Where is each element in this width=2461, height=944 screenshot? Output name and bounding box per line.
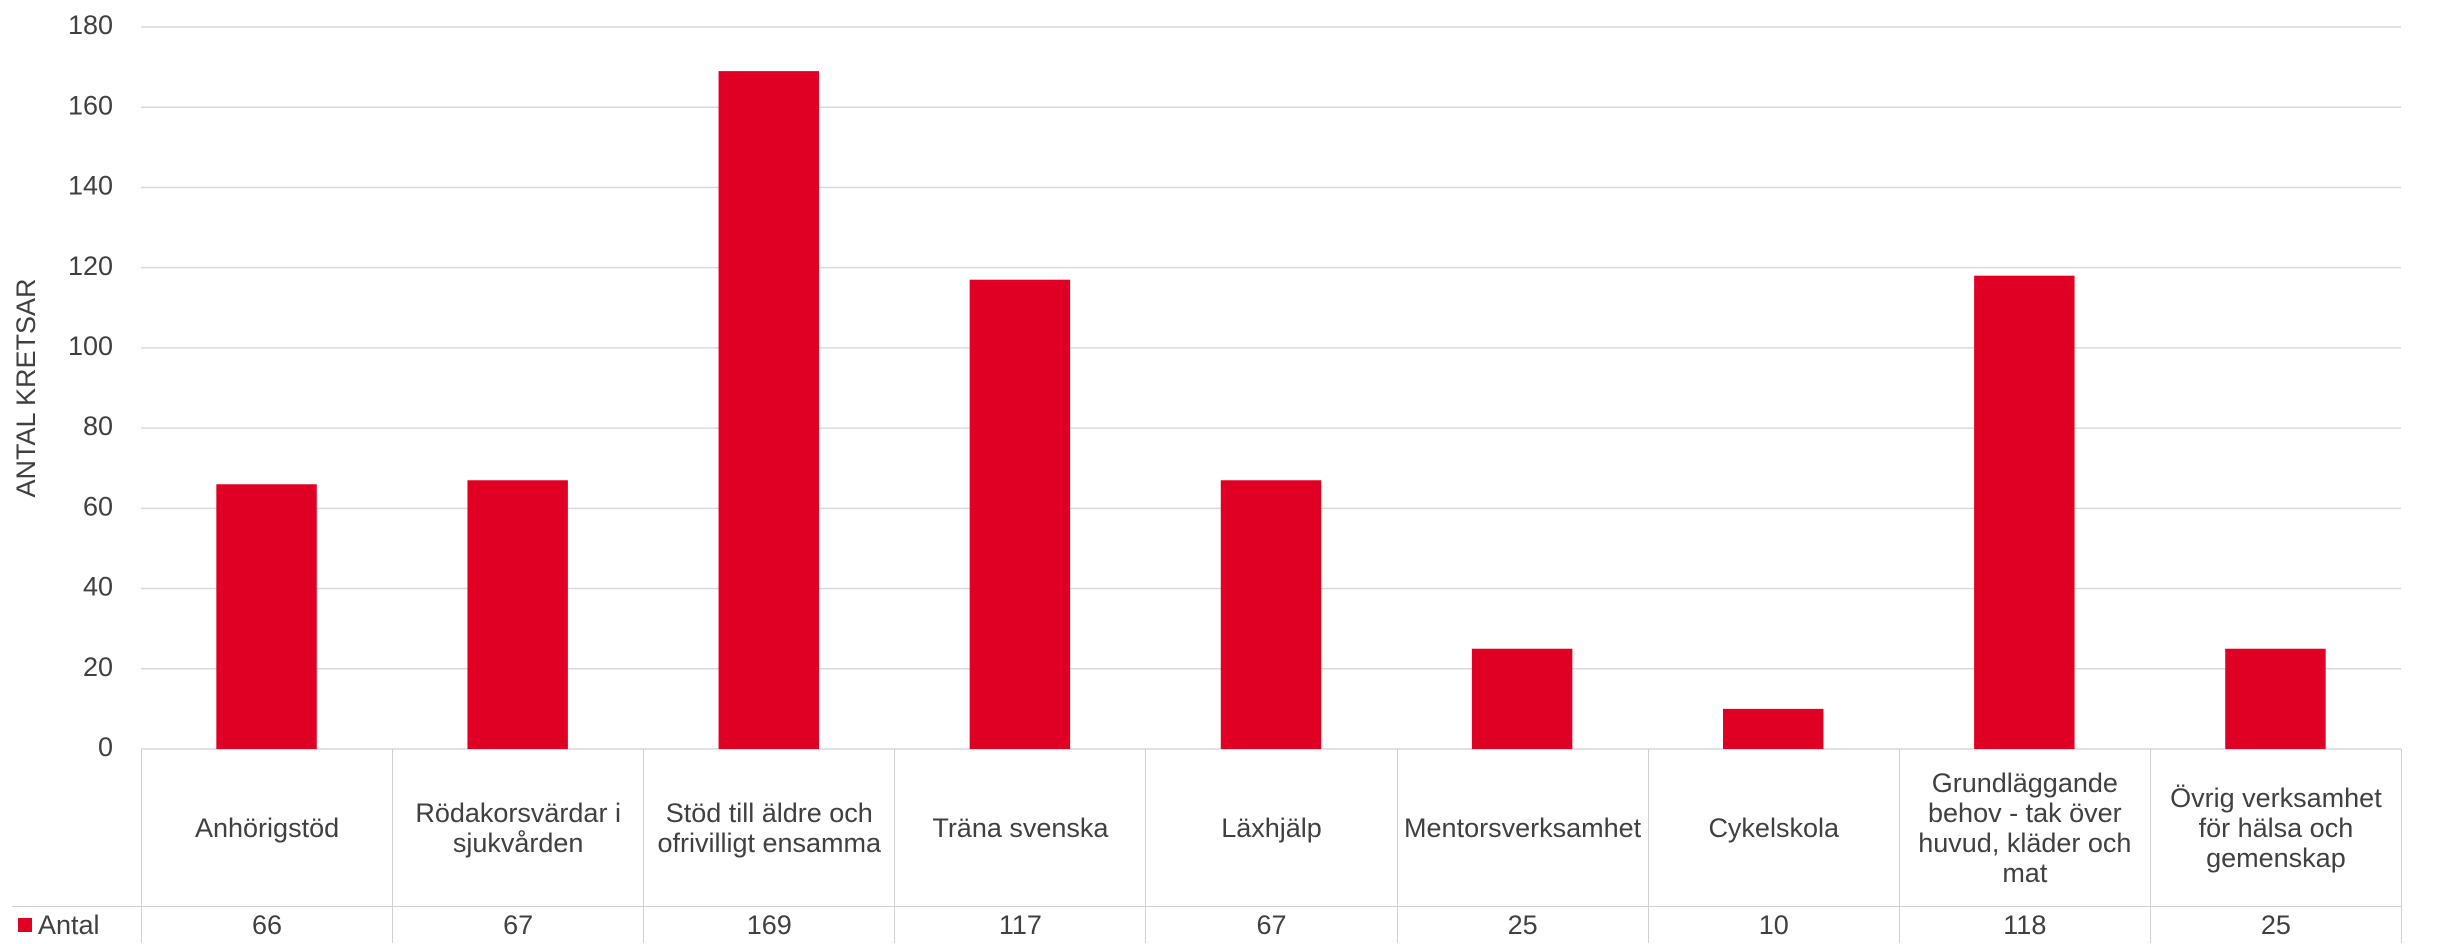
- table-value: 25: [2149, 906, 2401, 943]
- table-value: 67: [392, 906, 644, 943]
- y-tick-label: 100: [68, 331, 113, 361]
- category-label: Läxhjälp: [1145, 749, 1396, 906]
- bar: [969, 279, 1071, 749]
- category-label: Cykelskola: [1647, 749, 1899, 906]
- bar: [1723, 708, 1824, 749]
- bar: [467, 480, 568, 749]
- y-tick-label: 80: [83, 411, 113, 441]
- table-value: 67: [1145, 906, 1397, 943]
- table-value: 10: [1647, 906, 1899, 943]
- bar: [718, 71, 819, 750]
- y-tick-label: 120: [68, 251, 113, 281]
- bar: [1974, 275, 2075, 749]
- category-label: Anhörigstöd: [141, 749, 392, 906]
- bar: [1220, 480, 1322, 749]
- bar: [2225, 648, 2326, 749]
- category-label: Mentorsverksamhet: [1396, 749, 1648, 906]
- category-label: Övrig verksamhet för hälsa och gemenskap: [2149, 749, 2401, 906]
- y-tick-label: 0: [98, 732, 113, 762]
- category-label: Rödakorsvärdar i sjukvården: [392, 749, 643, 906]
- y-tick-label: 40: [83, 572, 113, 602]
- legend-label: Antal: [38, 910, 100, 940]
- table-value: 117: [894, 906, 1146, 943]
- bar: [216, 484, 317, 749]
- table-value: 169: [643, 906, 895, 943]
- y-tick-label: 60: [83, 491, 113, 521]
- y-tick-label: 140: [68, 171, 113, 201]
- y-tick-label: 180: [68, 10, 113, 40]
- legend-item: Antal: [12, 906, 141, 943]
- table-value: 25: [1396, 906, 1648, 943]
- y-axis-label: ANTAL KRETSAR: [11, 278, 41, 497]
- category-label: Stöd till äldre och ofrivilligt ensamma: [643, 749, 894, 906]
- legend-swatch: [18, 918, 32, 932]
- table-value: 66: [141, 906, 393, 943]
- bar: [1471, 648, 1573, 749]
- category-label: Grundläggande behov - tak över huvud, kl…: [1898, 749, 2150, 906]
- y-tick-label: 20: [83, 652, 113, 682]
- y-tick-label: 160: [68, 90, 113, 120]
- category-label: Träna svenska: [894, 749, 1145, 906]
- table-value: 118: [1898, 906, 2150, 943]
- table-right-border: [2401, 749, 2403, 943]
